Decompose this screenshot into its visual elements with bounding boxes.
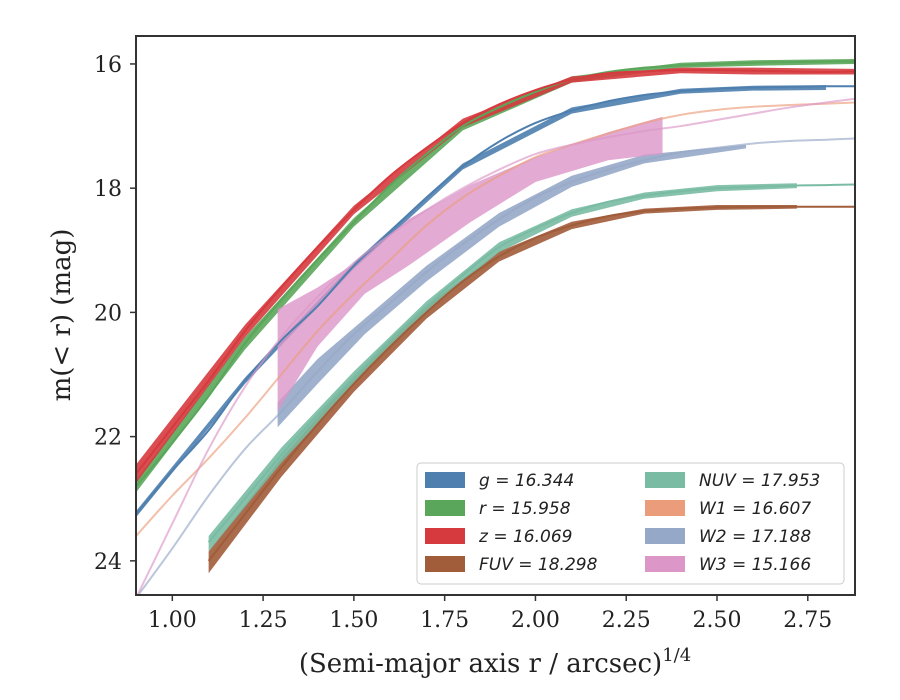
x-tick-label: 2.75 (783, 608, 832, 633)
legend-swatch (645, 500, 685, 516)
legend-entry: g = 16.344 (479, 471, 574, 491)
legend-entry: W2 = 17.188 (699, 527, 811, 547)
curve-lines (136, 60, 855, 595)
series-line-w1 (136, 101, 855, 537)
y-tick-label: 24 (94, 550, 122, 575)
y-tick-label: 18 (94, 177, 122, 202)
legend-entry: W1 = 16.607 (699, 499, 811, 519)
x-tick-label: 1.50 (329, 608, 378, 633)
series-line-g (136, 85, 855, 515)
x-tick-label: 2.25 (602, 608, 651, 633)
legend-swatch (425, 528, 465, 544)
x-tick-label: 1.00 (148, 608, 197, 633)
legend-swatch (425, 500, 465, 516)
legend-entry: z = 16.069 (478, 527, 572, 547)
legend-box (416, 462, 845, 585)
x-axis: 1.00 1.25 1.50 1.75 2.00 2.25 2.50 2.75 (148, 595, 832, 633)
plot-frame (135, 35, 856, 596)
y-axis-title: m(< r) (mag) (47, 229, 77, 402)
legend-swatch (645, 528, 685, 544)
legend-swatch (425, 556, 465, 572)
series-line-fuv (207, 205, 855, 562)
y-tick-label: 22 (94, 426, 122, 451)
x-tick-label: 1.25 (239, 608, 288, 633)
x-axis-title: (Semi-major axis r / arcsec)1/4 (299, 645, 691, 679)
legend-entry: NUV = 17.953 (699, 471, 820, 491)
series-line-r (136, 60, 855, 487)
x-tick-label: 2.50 (693, 608, 742, 633)
series-line-w2 (137, 137, 855, 595)
y-tick-label: 20 (94, 301, 122, 326)
legend-swatch (645, 556, 685, 572)
series-line-z (136, 69, 855, 475)
x-tick-label: 1.75 (420, 608, 469, 633)
series-line-w3 (136, 97, 855, 595)
y-tick-label: 16 (94, 53, 122, 78)
legend-entry: r = 15.958 (479, 499, 571, 519)
legend-entry: W3 = 15.166 (699, 555, 811, 575)
legend-swatch (645, 472, 685, 488)
x-tick-label: 2.00 (511, 608, 560, 633)
legend-entry: FUV = 18.298 (479, 555, 598, 575)
series-line-nuv (207, 183, 855, 543)
y-axis: 16 18 20 22 24 (94, 53, 136, 575)
legend-swatch (425, 472, 465, 488)
legend: g = 16.344 r = 15.958 z = 16.069 FUV = 18.2… (416, 462, 845, 585)
